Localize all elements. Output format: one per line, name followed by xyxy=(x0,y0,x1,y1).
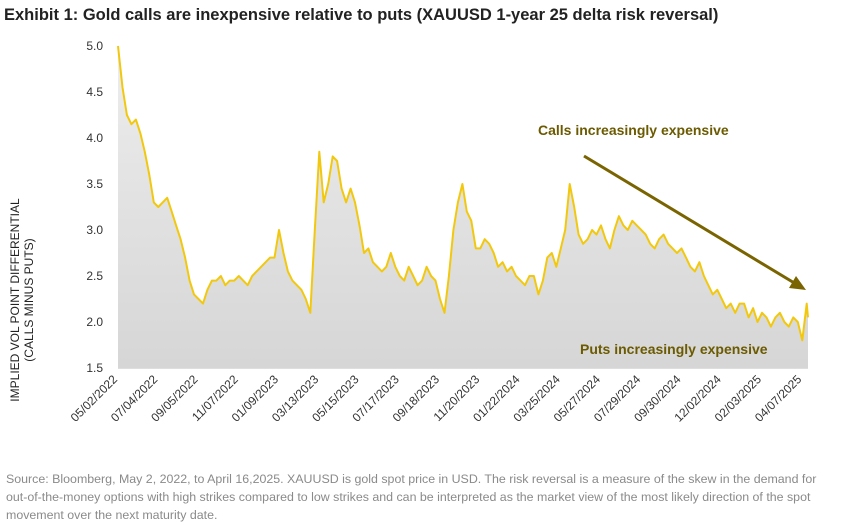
chart-title: Exhibit 1: Gold calls are inexpensive re… xyxy=(4,6,719,24)
series-area xyxy=(118,46,808,368)
puts-annotation: Puts increasingly expensive xyxy=(580,341,768,357)
y-tick-label: 4.0 xyxy=(86,131,103,145)
source-note: Source: Bloomberg, May 2, 2022, to April… xyxy=(6,472,817,522)
y-tick-label: 2.0 xyxy=(86,315,103,329)
y-tick-label: 5.0 xyxy=(86,39,103,53)
series-line xyxy=(117,45,809,342)
y-tick-label: 3.5 xyxy=(86,177,103,191)
trend-arrow-line xyxy=(583,154,797,286)
y-tick-label: 1.5 xyxy=(86,361,103,375)
trend-arrow-head xyxy=(789,276,806,290)
y-tick-label: 3.0 xyxy=(86,223,103,237)
y-tick-label: 4.5 xyxy=(86,85,103,99)
y-tick-label: 2.5 xyxy=(86,269,103,283)
calls-annotation: Calls increasingly expensive xyxy=(538,122,729,138)
risk-reversal-chart: 1.52.02.53.03.54.04.55.005/02/202207/04/… xyxy=(68,39,809,425)
